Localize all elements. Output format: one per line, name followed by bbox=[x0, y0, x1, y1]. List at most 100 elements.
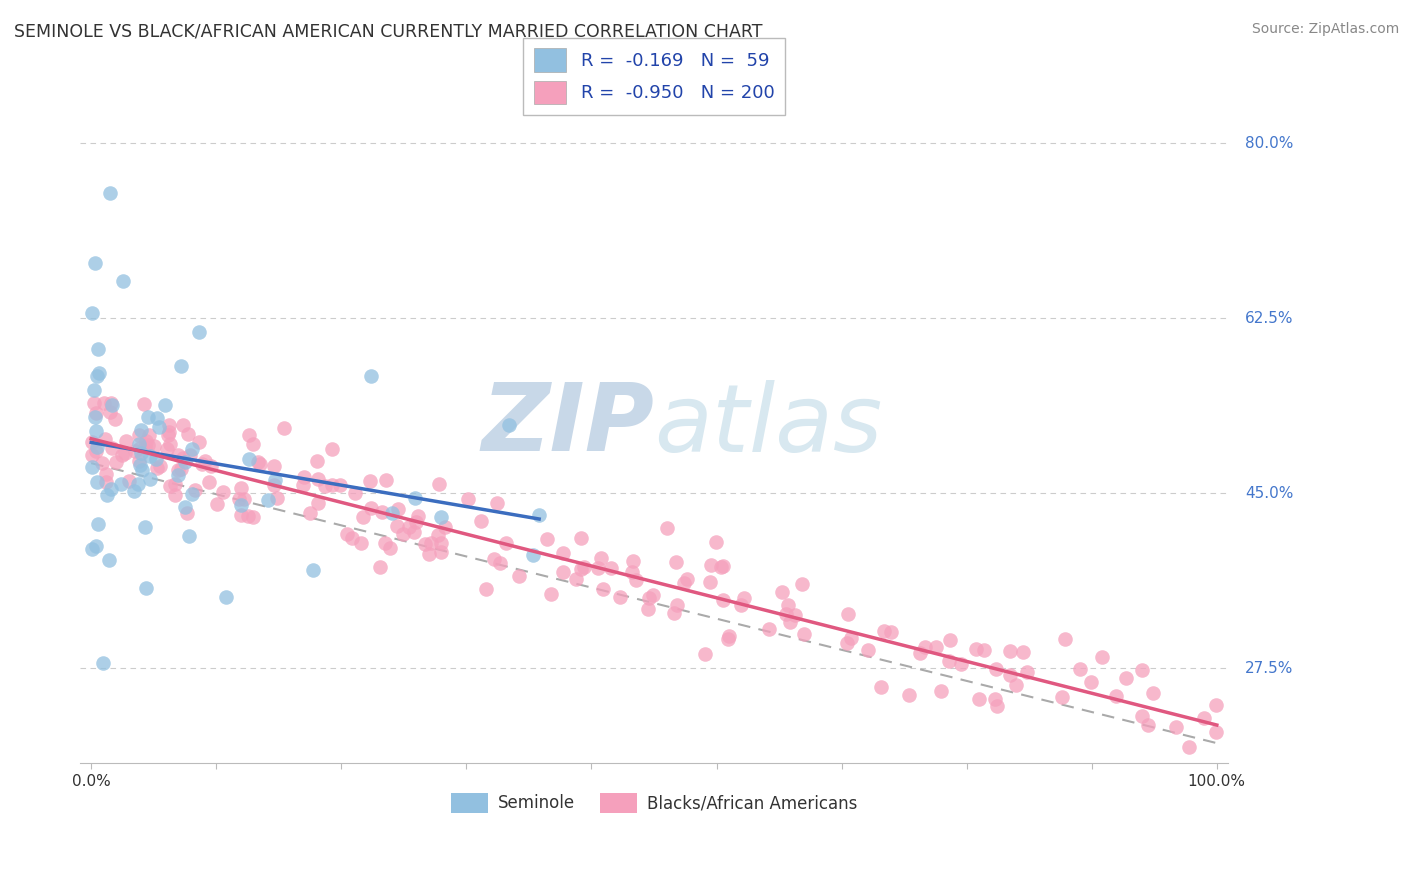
Point bbox=[321, 477, 343, 491]
Point bbox=[146, 461, 169, 475]
Point bbox=[238, 427, 260, 442]
Point bbox=[837, 607, 859, 621]
Point bbox=[307, 472, 329, 486]
Point bbox=[86, 368, 108, 383]
Point bbox=[551, 565, 574, 579]
Point bbox=[100, 483, 122, 497]
Point bbox=[139, 472, 162, 486]
Point bbox=[229, 508, 252, 523]
Point bbox=[591, 550, 613, 565]
Point bbox=[984, 691, 1007, 706]
Point bbox=[387, 502, 409, 516]
Point bbox=[89, 366, 111, 380]
Point bbox=[998, 643, 1021, 657]
Point bbox=[457, 492, 479, 507]
Point bbox=[1178, 740, 1201, 755]
Point bbox=[426, 528, 449, 542]
Point bbox=[404, 491, 426, 505]
Point bbox=[370, 505, 392, 519]
Point bbox=[232, 492, 254, 507]
Point bbox=[115, 434, 138, 449]
Point bbox=[302, 563, 325, 577]
Point bbox=[134, 440, 156, 454]
Point bbox=[101, 441, 124, 455]
Point bbox=[405, 515, 427, 529]
Point bbox=[713, 559, 735, 574]
Point bbox=[350, 535, 373, 549]
Point bbox=[172, 451, 194, 466]
Point bbox=[174, 455, 197, 469]
Point bbox=[392, 527, 415, 541]
Point bbox=[129, 423, 152, 437]
Point bbox=[166, 467, 188, 482]
Point bbox=[181, 442, 204, 456]
Point bbox=[704, 534, 727, 549]
Point bbox=[527, 508, 550, 523]
Point bbox=[914, 640, 936, 654]
Point bbox=[84, 256, 107, 270]
Point bbox=[1015, 665, 1038, 680]
Text: 27.5%: 27.5% bbox=[1244, 661, 1294, 675]
Point bbox=[536, 532, 558, 546]
Point bbox=[167, 463, 190, 477]
Point bbox=[897, 688, 920, 702]
Point bbox=[929, 684, 952, 698]
Point bbox=[180, 487, 202, 501]
Point bbox=[368, 559, 391, 574]
Point bbox=[143, 439, 166, 453]
Point bbox=[149, 458, 172, 473]
Point bbox=[228, 492, 250, 507]
Point bbox=[298, 506, 321, 520]
Point bbox=[344, 486, 367, 500]
Point bbox=[1130, 708, 1153, 723]
Point bbox=[191, 457, 214, 471]
Point bbox=[84, 409, 107, 424]
Point bbox=[86, 406, 108, 420]
Point bbox=[1205, 725, 1227, 739]
Point bbox=[134, 397, 156, 411]
Point bbox=[177, 427, 200, 442]
Point bbox=[128, 428, 150, 442]
Text: 62.5%: 62.5% bbox=[1244, 310, 1294, 326]
Point bbox=[713, 593, 735, 607]
Point bbox=[522, 548, 544, 562]
Point bbox=[212, 485, 235, 500]
Point bbox=[374, 473, 396, 487]
Point bbox=[80, 448, 103, 462]
Point bbox=[96, 488, 118, 502]
Point bbox=[571, 561, 593, 575]
Point bbox=[124, 444, 146, 458]
Point bbox=[266, 491, 288, 505]
Point bbox=[83, 396, 105, 410]
Point bbox=[93, 396, 115, 410]
Point bbox=[420, 535, 443, 549]
Point bbox=[256, 493, 278, 508]
Point bbox=[621, 553, 644, 567]
Point bbox=[94, 467, 117, 481]
Point bbox=[98, 553, 121, 567]
Point bbox=[166, 448, 188, 462]
Text: atlas: atlas bbox=[654, 380, 882, 471]
Point bbox=[139, 449, 162, 463]
Point bbox=[200, 458, 222, 473]
Point bbox=[82, 306, 104, 320]
Point bbox=[83, 384, 105, 398]
Text: Source: ZipAtlas.com: Source: ZipAtlas.com bbox=[1251, 22, 1399, 37]
Point bbox=[157, 427, 180, 442]
Legend: Seminole, Blacks/African Americans: Seminole, Blacks/African Americans bbox=[444, 786, 863, 820]
Point bbox=[87, 342, 110, 356]
Point bbox=[188, 435, 211, 450]
Point bbox=[80, 542, 103, 557]
Point bbox=[263, 458, 285, 473]
Point bbox=[385, 519, 408, 533]
Point bbox=[352, 510, 374, 524]
Point bbox=[91, 656, 114, 670]
Point bbox=[418, 547, 440, 561]
Point bbox=[925, 640, 948, 655]
Point bbox=[360, 368, 382, 383]
Point bbox=[986, 699, 1008, 714]
Point bbox=[1115, 672, 1137, 686]
Point bbox=[263, 478, 285, 492]
Point bbox=[856, 643, 879, 657]
Point bbox=[170, 359, 193, 373]
